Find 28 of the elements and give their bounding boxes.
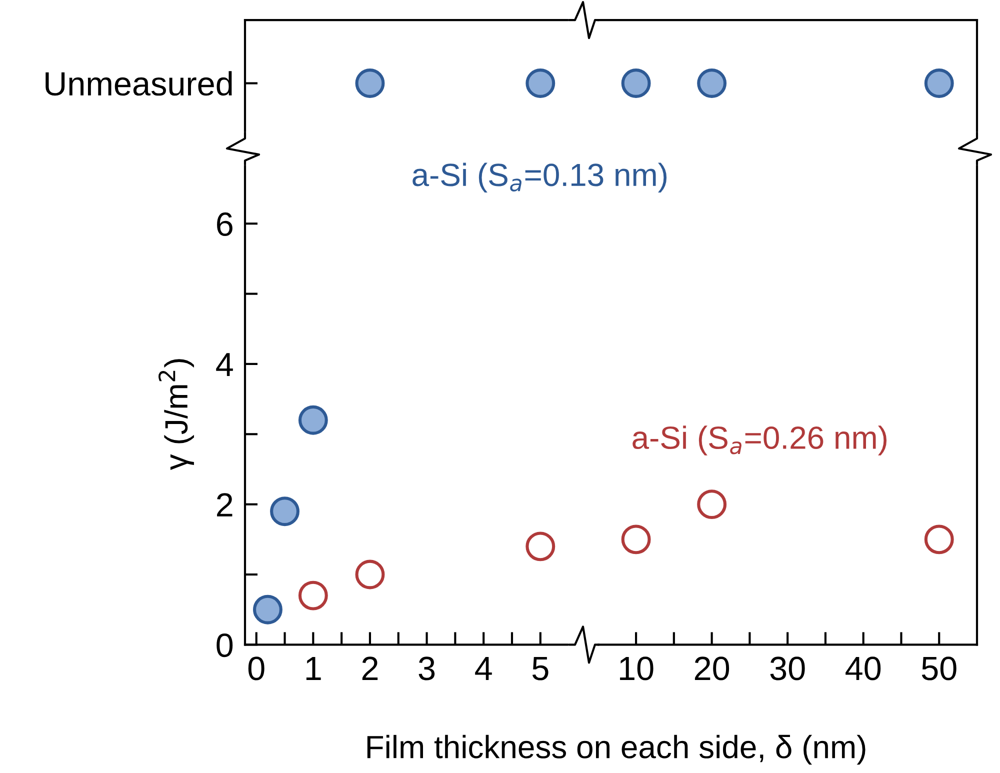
point [298,580,328,610]
y-tick-label: 6 [217,212,232,236]
point [298,405,328,435]
point [355,560,385,590]
y-tick-label: 0 [216,633,233,658]
x-tick-label: 50 [922,656,956,680]
x-tick-label: 2 [362,656,378,680]
point [355,68,385,98]
x-tick-label: 20 [694,656,730,680]
x-tick-label: 4 [475,657,492,680]
text: a-Si (S$_{a}$=0.26 nm) [632,426,887,456]
x-tick-label: 5 [532,657,548,680]
text: a-Si (S$_{a}$=0.13 nm) [412,162,667,193]
point [270,496,300,526]
x-tick-label: 40 [846,656,881,680]
y-axis-title: γ (J/m$^{2}$) [158,359,194,470]
point [526,68,556,98]
point [526,532,556,562]
y-tick-label: Unmeasured [46,71,232,96]
x-tick-label: 1 [306,657,321,680]
y-tick-label: 2 [217,493,232,516]
point [253,594,282,624]
x-tick-label: 3 [418,656,435,680]
x-axis-title: Film thickness on each side, δ (nm) [367,734,866,765]
x-tick-label: 0 [248,656,264,680]
x-tick-label: 10 [620,656,654,680]
x-tick-label: 30 [770,656,805,680]
y-tick-label: 4 [216,353,233,376]
